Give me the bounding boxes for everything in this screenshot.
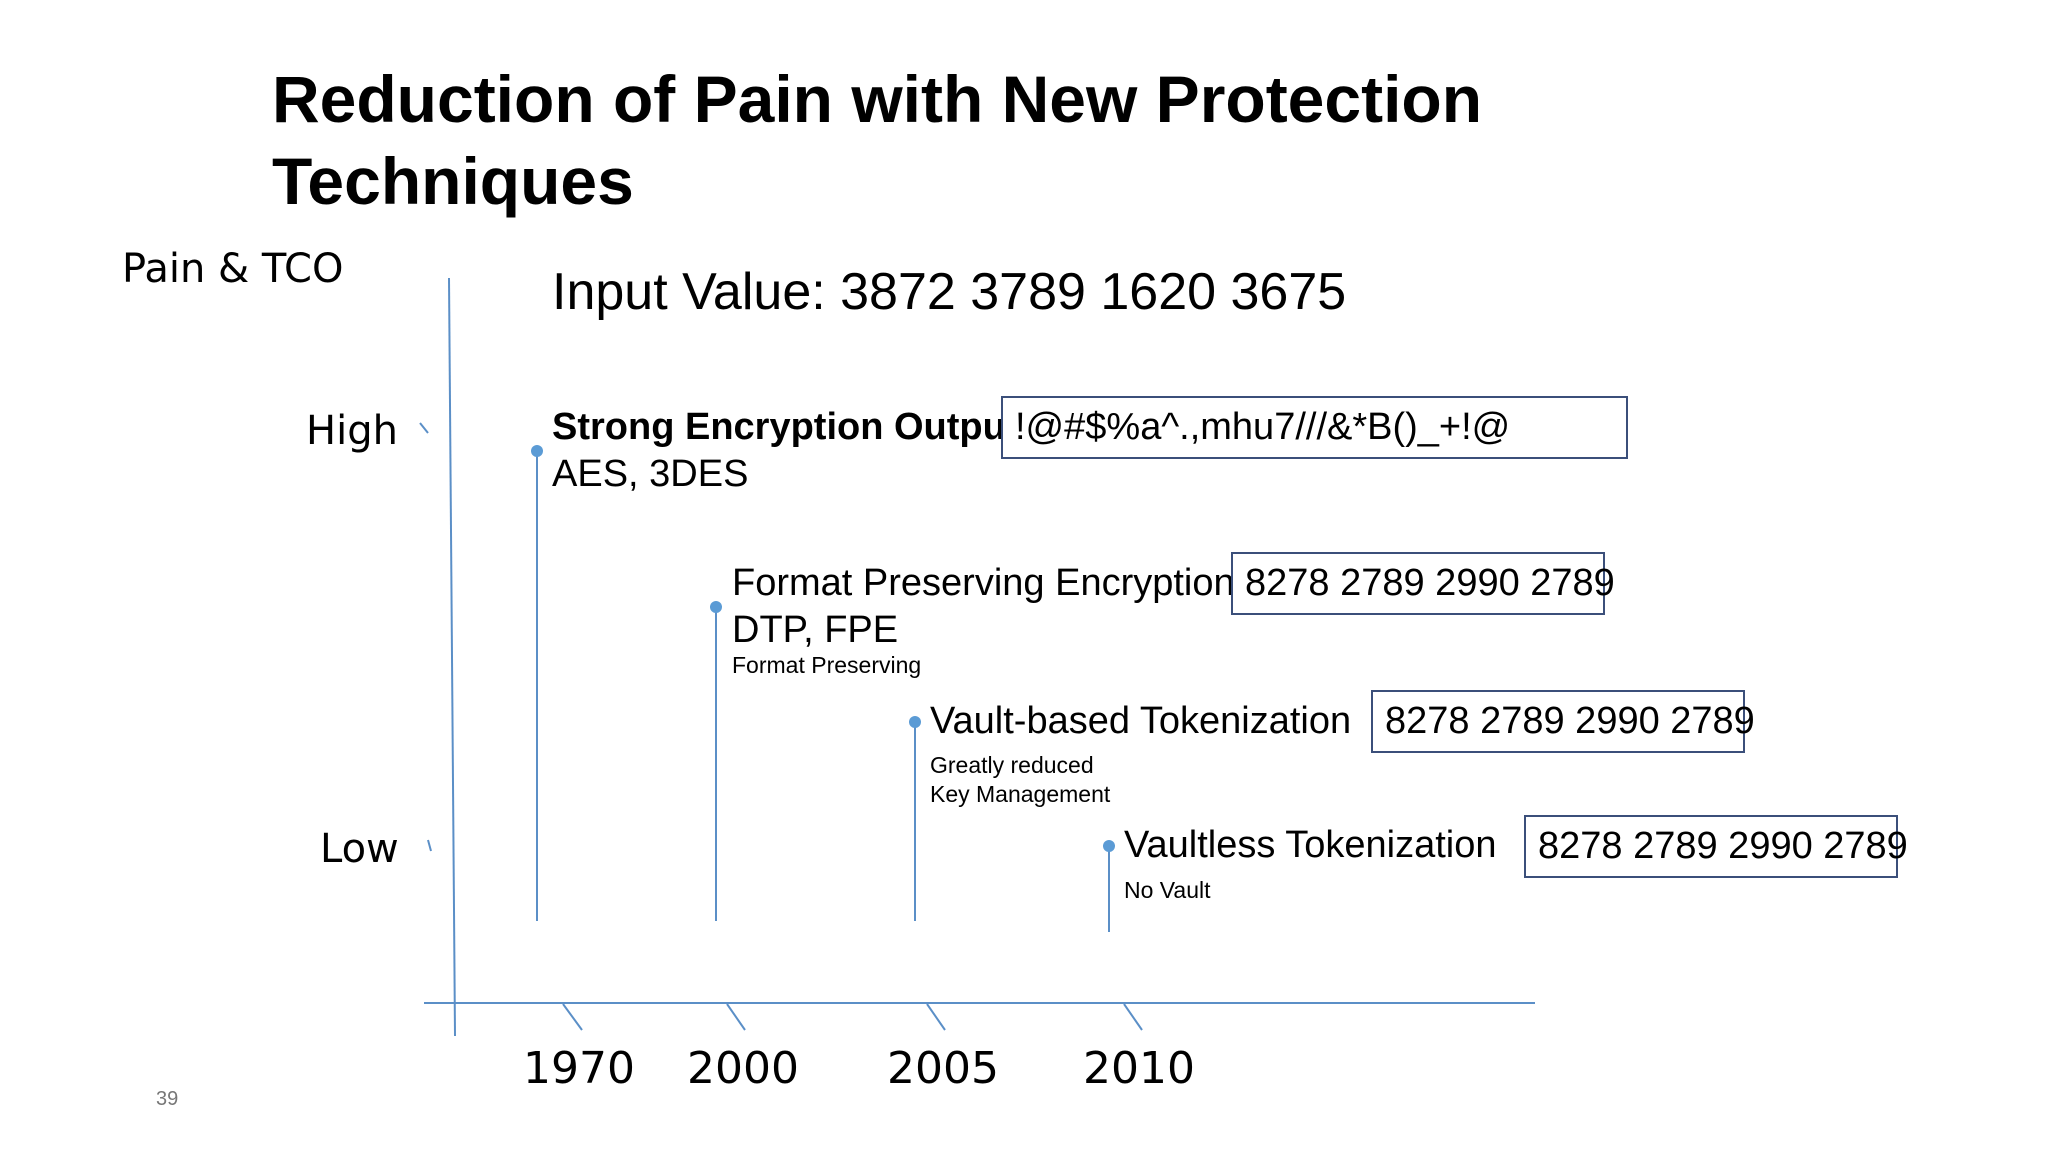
- marker-strong-encryption: [531, 445, 543, 457]
- method-vaultless-label: Vaultless Tokenization: [1124, 824, 1497, 866]
- method-vault-note-1: Greatly reduced: [930, 752, 1094, 778]
- input-value: Input Value: 3872 3789 1620 3675: [552, 263, 1347, 321]
- method-strong-encryption-sub: AES, 3DES: [552, 453, 749, 495]
- x-label-2010: 2010: [1083, 1043, 1195, 1094]
- slide-title-line1: Reduction of Pain with New Protection: [272, 62, 1483, 136]
- method-fpe-note: Format Preserving: [732, 652, 922, 678]
- x-tick-1970: [562, 1003, 583, 1031]
- method-fpe-sub: DTP, FPE: [732, 609, 899, 651]
- method-vault-label: Vault-based Tokenization: [930, 700, 1352, 742]
- slide-title: Reduction of Pain with New Protection Te…: [272, 58, 1772, 222]
- x-tick-2010: [1123, 1003, 1143, 1031]
- y-axis-line: [448, 277, 456, 1037]
- page-number: 39: [156, 1088, 179, 1110]
- output-strong-encryption: !@#$%a^.,mhu7///&*B()_+!@: [1001, 396, 1628, 459]
- x-label-2005: 2005: [887, 1043, 999, 1094]
- y-axis-low-label: Low: [320, 826, 399, 872]
- y-tick-high: [419, 422, 429, 434]
- y-tick-low: [427, 839, 432, 852]
- y-axis-high-label: High: [306, 408, 398, 454]
- marker-format-preserving: [710, 601, 722, 613]
- marker-vaultless-tokenization: [1103, 840, 1115, 852]
- method-vaultless-note: No Vault: [1124, 877, 1211, 903]
- x-tick-2005: [926, 1003, 946, 1031]
- method-fpe-label: Format Preserving Encryption: [732, 562, 1235, 604]
- x-label-2000: 2000: [687, 1043, 799, 1094]
- marker-vault-tokenization: [909, 716, 921, 728]
- x-tick-2000: [726, 1003, 746, 1031]
- x-label-1970: 1970: [523, 1043, 635, 1094]
- output-fpe: 8278 2789 2990 2789: [1231, 552, 1615, 615]
- method-vault-note-2: Key Management: [930, 781, 1111, 807]
- method-strong-encryption-label: Strong Encryption Output:: [552, 406, 1032, 448]
- output-vaultless: 8278 2789 2990 2789: [1524, 815, 1908, 878]
- output-vault: 8278 2789 2990 2789: [1371, 690, 1755, 753]
- y-axis-label: Pain & TCO: [122, 246, 344, 292]
- slide-title-line2: Techniques: [272, 144, 634, 218]
